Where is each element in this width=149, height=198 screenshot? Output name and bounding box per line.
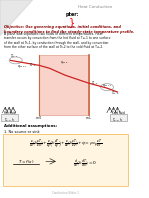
- Bar: [39, 55, 89, 115]
- Text: Heat Conduction: Heat Conduction: [78, 5, 112, 9]
- Text: $\frac{d}{dx}\!\left(k\frac{dT}{dx}\right)=0$: $\frac{d}{dx}\!\left(k\frac{dT}{dx}\righ…: [73, 158, 97, 169]
- Text: A plane wall separates two fluids of different temperatures. Heat
transfer occur: A plane wall separates two fluids of dif…: [4, 32, 110, 50]
- Text: Additional assumptions:: Additional assumptions:: [4, 124, 57, 128]
- Text: $T_{\infty,1}$: $T_{\infty,1}$: [10, 53, 18, 60]
- Text: 1. No source or sink: 1. No source or sink: [4, 130, 39, 134]
- Bar: [1, 114, 18, 121]
- Bar: [3, 134, 128, 186]
- Text: Objective: Use governing equations, initial conditions, and
boundary conditions : Objective: Use governing equations, init…: [4, 25, 134, 34]
- Polygon shape: [0, 0, 33, 36]
- Text: Cold fluid
$T_{\infty,2},h_2$: Cold fluid $T_{\infty,2},h_2$: [112, 111, 124, 124]
- Text: Hot fluid
$T_{\infty,1},h_1$: Hot fluid $T_{\infty,1},h_1$: [4, 111, 16, 124]
- Text: Conduction Slides 1: Conduction Slides 1: [52, 191, 79, 195]
- Text: $T=f(x)$: $T=f(x)$: [18, 158, 34, 165]
- Text: $\frac{\partial}{\partial x}\!\left(k\frac{\partial T}{\partial x}\right)$$+\fra: $\frac{\partial}{\partial x}\!\left(k\fr…: [29, 138, 102, 149]
- Text: $T_{\infty,2}$: $T_{\infty,2}$: [111, 89, 119, 97]
- Text: $q_{conv,2}$: $q_{conv,2}$: [102, 82, 112, 89]
- Text: $q_{conv,1}$: $q_{conv,1}$: [17, 63, 27, 70]
- Text: }: }: [69, 17, 75, 27]
- Text: $T_{s,2}$: $T_{s,2}$: [91, 79, 99, 87]
- Bar: [110, 114, 127, 121]
- Text: pter:: pter:: [65, 12, 79, 17]
- Text: x=0: x=0: [36, 116, 42, 120]
- Text: $T_{s,1}$: $T_{s,1}$: [29, 61, 37, 69]
- Text: $q_{cond}$: $q_{cond}$: [60, 59, 68, 66]
- Text: x=L: x=L: [86, 116, 92, 120]
